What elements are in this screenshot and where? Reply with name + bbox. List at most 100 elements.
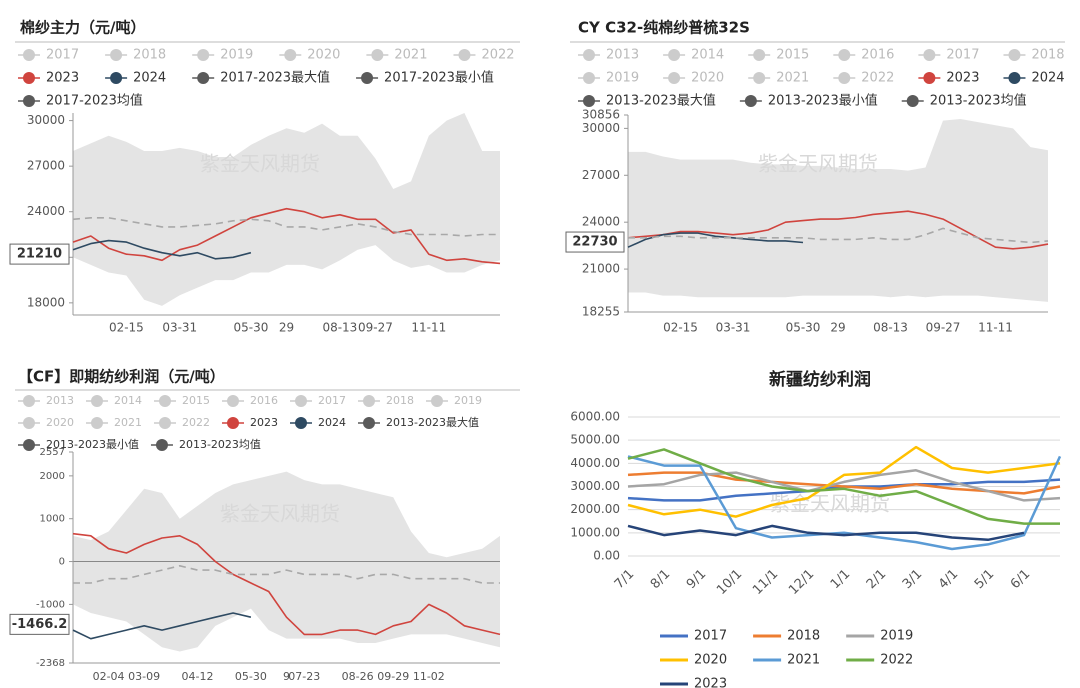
x-tick-label: 10/1 — [714, 567, 745, 598]
legend-label: 2019 — [454, 394, 482, 407]
x-tick-label: 05-30 — [235, 670, 267, 683]
legend-label: 2016 — [861, 48, 894, 63]
legend-item: 2022 — [846, 653, 913, 668]
legend-item: 2017 — [290, 394, 346, 407]
legend-marker — [371, 49, 384, 61]
legend-marker — [23, 95, 35, 107]
y-tick-label: 4000.00 — [570, 456, 620, 470]
legend-label: 2017-2023最小值 — [384, 70, 494, 86]
y-tick-label: 24000 — [582, 215, 620, 229]
x-tick-label: 7/1 — [612, 567, 637, 592]
legend-label: 2021 — [114, 416, 142, 429]
x-tick-label: 11/1 — [750, 567, 781, 598]
x-tick-label: 9/1 — [684, 567, 709, 592]
x-tick-label: 09-27 — [926, 321, 961, 335]
legend-label: 2022 — [861, 71, 894, 86]
legend-marker — [110, 72, 123, 84]
x-tick-label: 3/1 — [900, 567, 925, 592]
legend-item: 2021 — [86, 416, 142, 429]
legend-marker — [23, 439, 35, 451]
x-tick-label: 11-11 — [978, 321, 1013, 335]
legend-label: 2020 — [694, 653, 727, 668]
legend-marker — [23, 395, 35, 407]
legend-label: 2016 — [250, 394, 278, 407]
y-tick-label: 6000.00 — [570, 410, 620, 424]
y-tick-label: 18000 — [27, 295, 65, 309]
band-upper — [73, 471, 500, 663]
x-tick-label: 9 — [283, 670, 290, 683]
y-tick-label: 24000 — [27, 204, 65, 218]
legend-item: 2013 — [18, 394, 74, 407]
legend-label: 2024 — [1031, 71, 1064, 86]
x-tick-label: 02-15 — [109, 321, 144, 335]
legend-label: 2013 — [606, 48, 639, 63]
x-tick-label: 09-29 — [377, 670, 409, 683]
x-tick-label: 5/1 — [972, 567, 997, 592]
x-tick-label: 11-02 — [413, 670, 445, 683]
x-tick-label: 08-26 — [342, 670, 374, 683]
legend-label: 2020 — [307, 48, 340, 63]
legend-item: 2013-2023均值 — [901, 93, 1027, 109]
x-tick-label: 02-15 — [663, 321, 698, 335]
legend-label: 2021 — [394, 48, 427, 63]
legend-label: 2023 — [250, 416, 278, 429]
legend-marker — [110, 49, 123, 61]
legend-label: 2022 — [880, 653, 913, 668]
legend-item: 2019 — [846, 629, 913, 644]
x-tick-label: 12/1 — [786, 567, 817, 598]
y-tick-label: 0.00 — [593, 549, 620, 563]
y-tick-label: 1000.00 — [570, 525, 620, 539]
legend-marker — [583, 95, 595, 107]
legend-marker — [91, 417, 103, 429]
cursor-box — [9, 243, 70, 265]
legend-marker — [295, 395, 307, 407]
legend-label: 2021 — [787, 653, 820, 668]
y-tick-label: 2000.00 — [570, 502, 620, 516]
legend-marker — [583, 49, 595, 61]
x-tick-label: 1/1 — [828, 567, 853, 592]
legend-item: 2020 — [279, 48, 340, 63]
legend-item: 2024 — [290, 416, 346, 429]
legend-item: 2021 — [366, 48, 427, 63]
legend-item: 2016 — [222, 394, 278, 407]
series-line — [627, 448, 1060, 525]
legend-marker — [363, 395, 375, 407]
series-line — [72, 217, 500, 237]
y-tick-label: -2368 — [36, 658, 65, 669]
legend-item: 2017-2023最大值 — [192, 70, 330, 86]
series-line — [73, 565, 500, 584]
x-tick-label: 2/1 — [864, 567, 889, 592]
legend-label: 2018 — [386, 394, 414, 407]
watermark: 紫金天风期货 — [200, 152, 320, 176]
chart-title: 新疆纺纱利润 — [769, 369, 871, 390]
x-tick-label: 29 — [830, 321, 845, 335]
legend-label: 2014 — [691, 48, 724, 63]
legend-item: 2017 — [660, 629, 727, 644]
cursor-label: -1466.2 — [12, 617, 68, 632]
y-tick-label: 2000 — [40, 471, 65, 482]
legend-item: 2021 — [748, 71, 809, 86]
legend-item: 2015 — [154, 394, 210, 407]
legend-label: 2020 — [46, 416, 74, 429]
y-tick-label: 30000 — [27, 113, 65, 127]
legend-marker — [23, 49, 35, 61]
legend-label: 2022 — [182, 416, 210, 429]
legend-item: 2017-2023最小值 — [356, 70, 494, 86]
watermark: 紫金天风期货 — [220, 502, 340, 526]
legend-marker — [923, 49, 936, 61]
legend-item: 2024 — [1003, 71, 1065, 86]
x-tick-label: 03-09 — [128, 670, 160, 683]
legend-item: 2022 — [154, 416, 210, 429]
cursor-label: 21210 — [17, 247, 62, 262]
legend-item: 2023 — [660, 677, 727, 688]
legend-label: 2017 — [318, 394, 346, 407]
legend-label: 2017 — [46, 48, 79, 63]
legend-item: 2019 — [192, 48, 253, 63]
watermark: 紫金天风期货 — [758, 152, 878, 176]
legend-marker — [23, 417, 35, 429]
legend-label: 2021 — [776, 71, 809, 86]
legend-item: 2014 — [86, 394, 142, 407]
legend-marker — [431, 395, 443, 407]
legend-marker — [668, 49, 681, 61]
